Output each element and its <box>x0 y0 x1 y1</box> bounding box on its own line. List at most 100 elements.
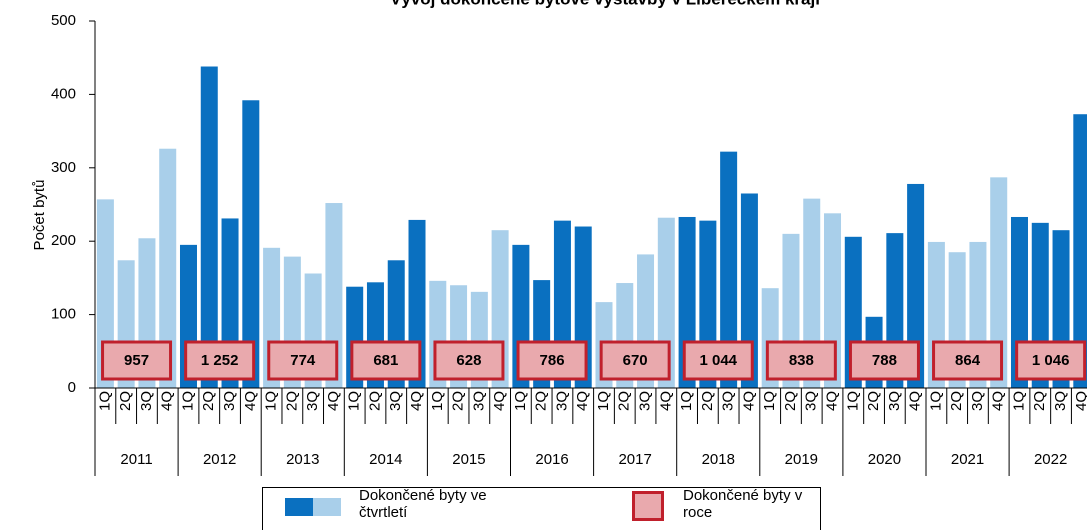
total-label: 957 <box>124 352 149 369</box>
x-tick-label: 4Q <box>159 391 176 411</box>
x-tick-label: 3Q <box>470 391 487 411</box>
x-tick-label: 2Q <box>117 391 134 411</box>
x-tick-label: 4Q <box>574 391 591 411</box>
total-box <box>516 340 588 381</box>
x-tick-label: 2Q <box>865 391 882 411</box>
year-label: 2016 <box>535 451 568 468</box>
x-tick-label: 2Q <box>616 391 633 411</box>
total-box <box>350 340 422 381</box>
bar <box>990 177 1008 388</box>
x-tick-label: 2Q <box>1031 391 1048 411</box>
total-box <box>765 340 837 381</box>
total-label: 681 <box>373 352 398 369</box>
bar <box>740 193 758 388</box>
x-tick-label: 4Q <box>1073 391 1087 411</box>
bar <box>1073 114 1087 388</box>
x-tick-label: 1Q <box>595 391 612 411</box>
legend: Dokončené byty ve čtvrtletí Dokončené by… <box>262 487 821 530</box>
x-tick-label: 2Q <box>200 391 217 411</box>
legend-swatch <box>285 498 313 516</box>
legend-swatch <box>313 498 341 516</box>
total-label: 1 044 <box>699 352 737 369</box>
x-tick-label: 4Q <box>491 391 508 411</box>
total-label: 786 <box>540 352 565 369</box>
total-box <box>267 340 339 381</box>
y-tick-label: 500 <box>51 12 76 29</box>
total-label: 788 <box>872 352 897 369</box>
x-tick-label: 1Q <box>761 391 778 411</box>
chart-title: Vývoj dokončené bytové výstavby v Libere… <box>390 0 820 8</box>
year-label: 2022 <box>1034 451 1067 468</box>
legend-swatch <box>632 491 664 521</box>
bar <box>720 151 738 388</box>
x-tick-label: 4Q <box>740 391 757 411</box>
total-box <box>932 340 1004 381</box>
year-label: 2013 <box>286 451 319 468</box>
total-label: 774 <box>290 352 316 369</box>
x-tick-label: 2Q <box>283 391 300 411</box>
x-tick-label: 1Q <box>512 391 529 411</box>
total-label: 1 252 <box>201 352 239 369</box>
x-tick-label: 4Q <box>823 391 840 411</box>
year-label: 2014 <box>369 451 402 468</box>
x-tick-label: 3Q <box>1052 391 1069 411</box>
year-label: 2011 <box>120 451 152 468</box>
x-tick-label: 1Q <box>844 391 861 411</box>
bar <box>907 183 925 388</box>
year-label: 2019 <box>785 451 818 468</box>
x-tick-label: 4Q <box>325 391 342 411</box>
total-box <box>433 340 505 381</box>
y-axis-label: Počet bytů <box>31 180 48 251</box>
x-tick-label: 2Q <box>450 391 467 411</box>
x-tick-label: 1Q <box>678 391 695 411</box>
total-box <box>1015 340 1087 381</box>
total-label: 864 <box>955 352 981 369</box>
total-label: 628 <box>456 352 481 369</box>
bar <box>242 100 260 388</box>
x-tick-label: 3Q <box>221 391 238 411</box>
legend-label: Dokončené byty v roce <box>683 487 803 521</box>
x-tick-label: 3Q <box>886 391 903 411</box>
x-tick-label: 3Q <box>803 391 820 411</box>
total-box <box>848 340 920 381</box>
total-box <box>599 340 671 381</box>
y-tick-label: 300 <box>51 159 76 176</box>
total-box <box>101 340 173 381</box>
y-tick-label: 100 <box>51 306 76 323</box>
x-tick-label: 1Q <box>1010 391 1027 411</box>
year-label: 2021 <box>951 451 984 468</box>
x-tick-label: 3Q <box>304 391 321 411</box>
x-tick-label: 3Q <box>637 391 654 411</box>
total-box <box>682 340 754 381</box>
year-label: 2015 <box>452 451 485 468</box>
year-label: 2020 <box>868 451 901 468</box>
x-tick-label: 2Q <box>699 391 716 411</box>
x-tick-label: 2Q <box>533 391 550 411</box>
x-tick-label: 2Q <box>948 391 965 411</box>
legend-label: Dokončené byty ve čtvrtletí <box>359 487 487 521</box>
x-tick-label: 1Q <box>263 391 280 411</box>
y-tick-label: 200 <box>51 232 76 249</box>
bar <box>159 148 177 388</box>
x-tick-label: 4Q <box>990 391 1007 411</box>
year-label: 2012 <box>203 451 236 468</box>
x-tick-label: 3Q <box>720 391 737 411</box>
x-tick-label: 3Q <box>138 391 155 411</box>
x-tick-label: 2Q <box>366 391 383 411</box>
total-box <box>184 340 256 381</box>
y-tick-label: 0 <box>68 379 76 396</box>
x-tick-label: 3Q <box>553 391 570 411</box>
x-tick-label: 3Q <box>969 391 986 411</box>
y-tick-label: 400 <box>51 85 76 102</box>
x-tick-label: 1Q <box>429 391 446 411</box>
x-tick-label: 4Q <box>907 391 924 411</box>
x-tick-label: 4Q <box>408 391 425 411</box>
x-tick-label: 2Q <box>782 391 799 411</box>
total-label: 670 <box>623 352 648 369</box>
total-label: 838 <box>789 352 814 369</box>
bar <box>200 66 218 389</box>
x-tick-label: 4Q <box>242 391 259 411</box>
x-tick-label: 1Q <box>96 391 113 411</box>
